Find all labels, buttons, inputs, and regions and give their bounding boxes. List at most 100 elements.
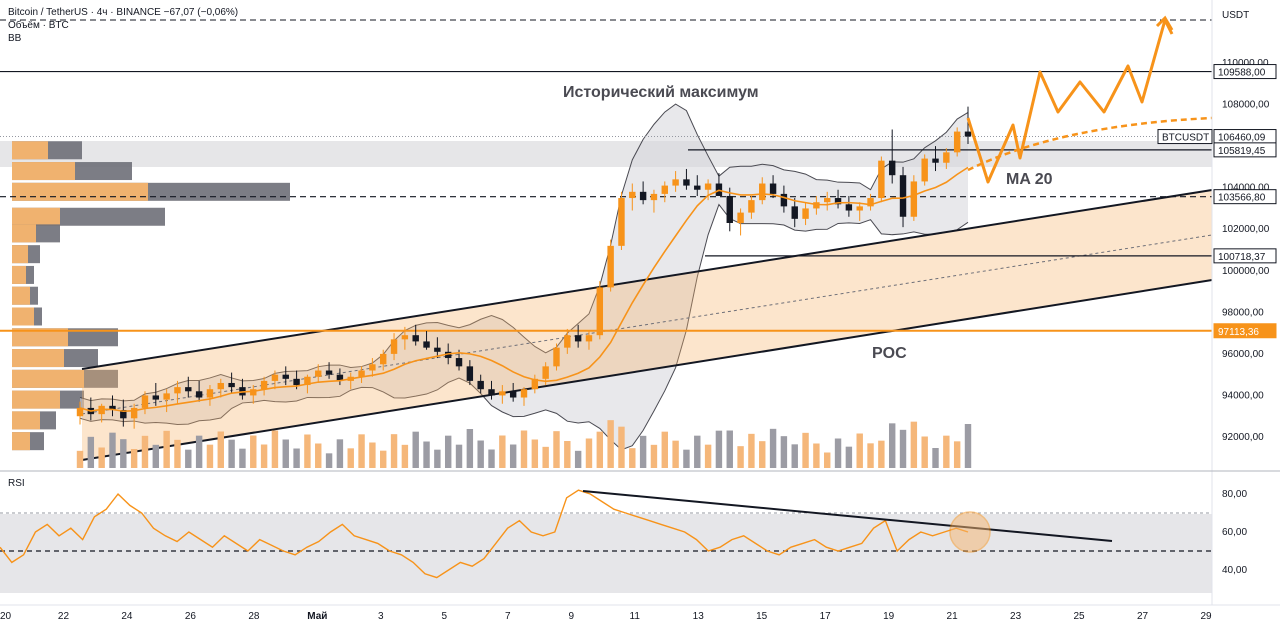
candle-body	[380, 353, 387, 365]
volume-bar	[953, 441, 961, 468]
time-tick-label: 25	[1073, 611, 1085, 622]
candle-body	[661, 185, 668, 194]
candle	[574, 324, 582, 348]
candle-body	[834, 198, 842, 205]
candle-body	[596, 287, 604, 336]
volume-bar	[315, 443, 322, 468]
candle	[564, 328, 571, 354]
level-100718-text: 100718,37	[1218, 252, 1266, 263]
volume-bar	[802, 432, 809, 468]
ma20-annotation: MA 20	[1006, 171, 1053, 188]
volume-bar	[109, 432, 116, 468]
time-tick-label: 24	[121, 611, 133, 622]
volume-bar	[380, 450, 387, 468]
candle-body	[726, 195, 733, 223]
candle-body	[759, 183, 766, 201]
candle-body	[217, 382, 224, 390]
candle	[607, 239, 614, 292]
ma20-path	[79, 166, 969, 413]
candle-body	[401, 335, 409, 340]
candle	[791, 198, 798, 228]
candle-body	[488, 389, 495, 396]
volume-bar	[943, 435, 950, 468]
candle-body	[206, 389, 214, 398]
candle	[488, 380, 495, 400]
bb-line[interactable]: BB	[8, 33, 22, 44]
volume-line[interactable]: Объём · BTC	[8, 20, 69, 31]
candle	[195, 380, 203, 402]
candle-body	[293, 378, 300, 386]
volume-bar	[477, 440, 484, 468]
candle	[412, 324, 419, 346]
projection-zigzag	[966, 18, 1174, 184]
candle	[250, 385, 257, 404]
candle-body	[943, 152, 950, 163]
btcusdt-ticker-text: BTCUSDT	[1162, 133, 1209, 144]
candle	[130, 403, 138, 429]
volume-bar	[899, 429, 907, 468]
poc-annotation: POC	[872, 345, 907, 362]
candle-body	[130, 407, 138, 419]
candle	[174, 380, 181, 404]
candle	[748, 195, 755, 219]
rsi-tick-label: 40,00	[1222, 565, 1247, 576]
candle	[380, 349, 387, 371]
candle	[759, 177, 766, 205]
candle	[639, 181, 647, 205]
volume-bar	[369, 442, 376, 468]
volume-bar	[726, 430, 733, 468]
candle	[921, 154, 928, 186]
candle	[867, 193, 874, 211]
volume-bar	[932, 448, 939, 468]
price-tick-label: 96000,00	[1222, 349, 1264, 360]
profile-bar-buy	[12, 224, 36, 243]
candle-body	[845, 204, 853, 211]
volume-bar	[239, 448, 246, 468]
candle-body	[141, 395, 149, 408]
chart-legend: Bitcoin / TetherUS · 4ч · BINANCE −67,07…	[8, 6, 238, 45]
candle-body	[553, 347, 560, 367]
level-100718: 100718,37	[1213, 248, 1277, 264]
candle-body	[228, 382, 235, 388]
volume-bar	[250, 435, 257, 468]
volume-bar	[531, 439, 539, 468]
candle	[683, 168, 690, 190]
time-tick-label: Май	[307, 611, 327, 622]
candle	[932, 146, 939, 172]
volume-bar	[206, 444, 214, 468]
candle	[228, 372, 235, 394]
volume-bar	[401, 444, 409, 468]
candle	[618, 191, 625, 250]
candle-body	[856, 206, 863, 211]
bb-lower	[79, 203, 969, 451]
candle-body	[780, 193, 788, 207]
volume-bar	[964, 424, 972, 468]
volume-bar	[694, 435, 701, 468]
candle-body	[737, 212, 744, 223]
candle-body	[574, 335, 582, 342]
volume-bar	[878, 440, 885, 468]
volume-bar	[87, 436, 95, 468]
candle-body	[694, 185, 701, 190]
rsi-title[interactable]: RSI	[8, 478, 25, 489]
candle	[726, 187, 733, 232]
candle	[780, 185, 788, 213]
candle-body	[509, 391, 517, 398]
candle	[845, 195, 853, 217]
candlesticks	[76, 106, 972, 429]
candle-body	[260, 380, 268, 390]
candle	[315, 364, 322, 383]
price-tick-label: 102000,00	[1222, 224, 1270, 235]
candle-body	[358, 370, 365, 377]
symbol-line[interactable]: Bitcoin / TetherUS · 4ч · BINANCE −67,07…	[8, 7, 239, 18]
candle-body	[683, 179, 690, 186]
candle	[185, 376, 192, 398]
candle-body	[672, 179, 679, 186]
candle	[336, 368, 344, 386]
candle	[369, 358, 376, 377]
candle	[596, 281, 604, 340]
volume-bar	[76, 450, 84, 468]
volume-bar	[759, 441, 766, 468]
candle-body	[769, 183, 777, 194]
